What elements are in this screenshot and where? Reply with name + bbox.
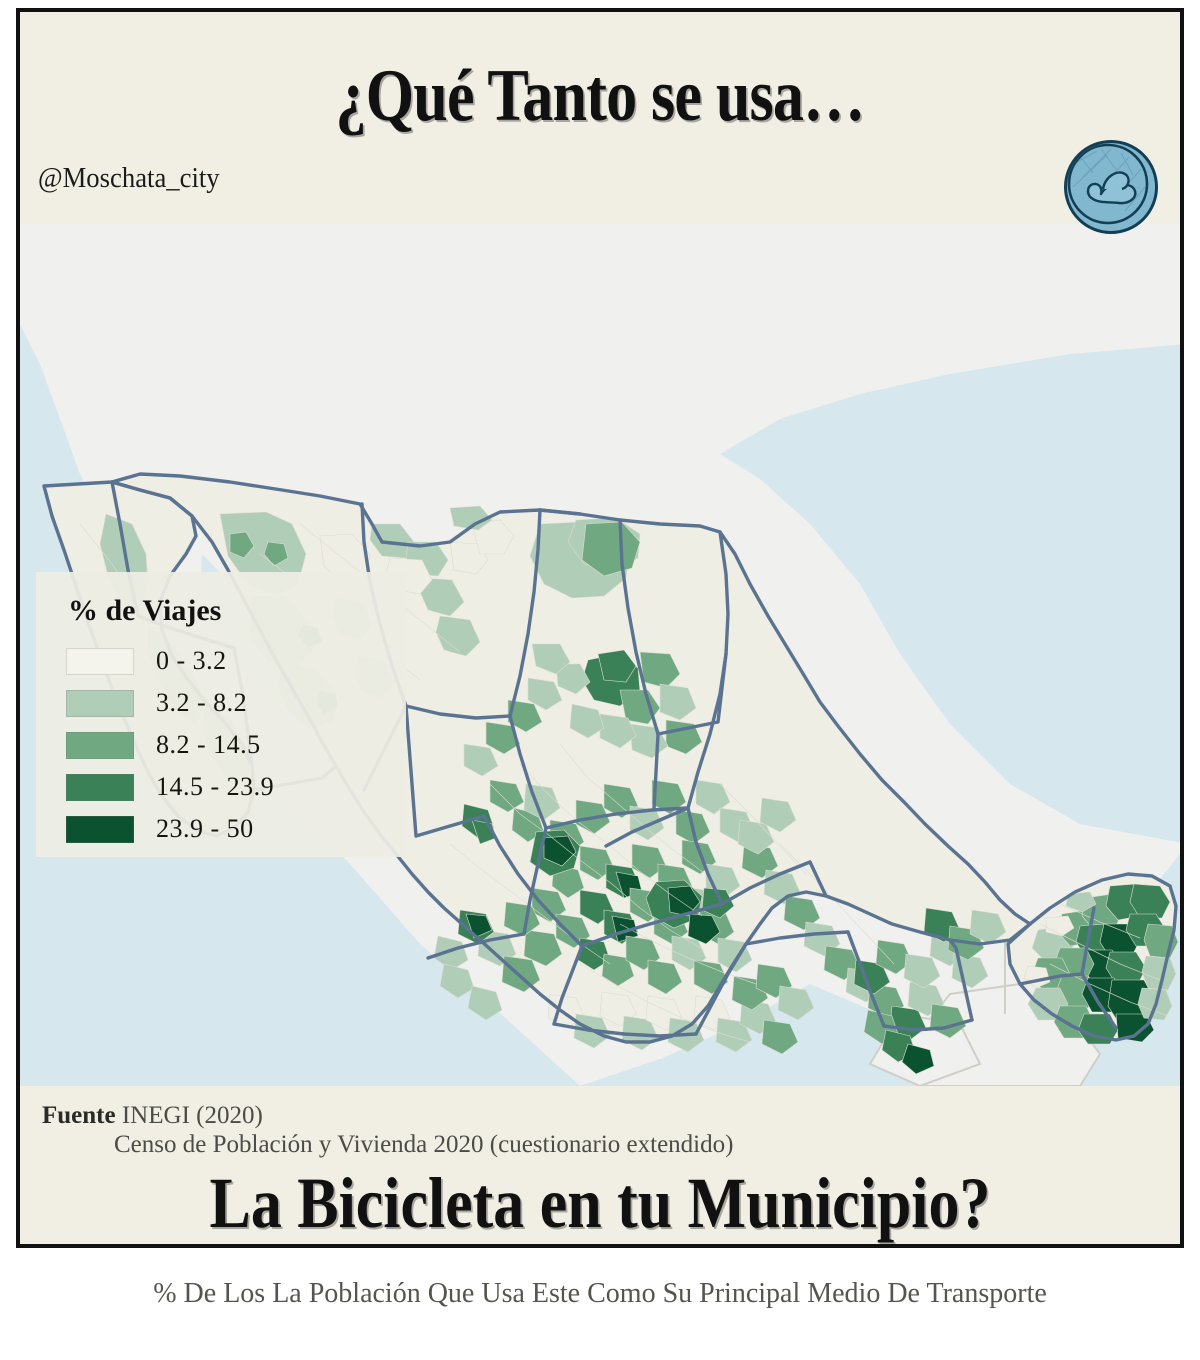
legend-label-1: 3.2 - 8.2 [156, 688, 248, 717]
legend-swatch-4 [66, 815, 134, 843]
page-title-top: ¿Qué Tanto se usa… [335, 55, 866, 137]
footer-caption: % De Los La Población Que Usa Este Como … [153, 1278, 1047, 1309]
legend-item: 14.5 - 23.9 [66, 766, 406, 808]
page-title-bottom: La Bicicleta en tu Municipio? [209, 1163, 991, 1243]
gourd-logo-icon [1064, 140, 1158, 234]
legend-swatch-0 [66, 647, 134, 675]
legend-label-0: 0 - 3.2 [156, 646, 227, 675]
legend-item: 23.9 - 50 [66, 808, 406, 850]
map-legend: % de Viajes 0 - 3.2 3.2 - 8.2 8.2 - 14.5… [36, 572, 406, 857]
legend-swatch-2 [66, 731, 134, 759]
legend-item: 0 - 3.2 [66, 640, 406, 682]
legend-item: 8.2 - 14.5 [66, 724, 406, 766]
author-handle: @Moschata_city [38, 162, 220, 194]
header: ¿Qué Tanto se usa… @Moschata_city [20, 12, 1180, 234]
poster-frame: ¿Qué Tanto se usa… @Moschata_city [16, 8, 1184, 1248]
source-line-1: Fuente INEGI (2020) [42, 1102, 733, 1131]
source-line-2: Censo de Población y Vivienda 2020 (cues… [114, 1130, 734, 1158]
legend-label-3: 14.5 - 23.9 [156, 772, 275, 801]
legend-label-4: 23.9 - 50 [156, 814, 254, 843]
source-attribution: Fuente INEGI (2020) Censo de Población y… [42, 1102, 733, 1160]
legend-label-2: 8.2 - 14.5 [156, 730, 261, 759]
legend-swatch-1 [66, 689, 134, 717]
legend-swatch-3 [66, 773, 134, 801]
source-label: Fuente [42, 1102, 116, 1129]
legend-item: 3.2 - 8.2 [66, 682, 406, 724]
source-name: INEGI (2020) [115, 1102, 263, 1129]
legend-title: % de Viajes [68, 594, 222, 627]
